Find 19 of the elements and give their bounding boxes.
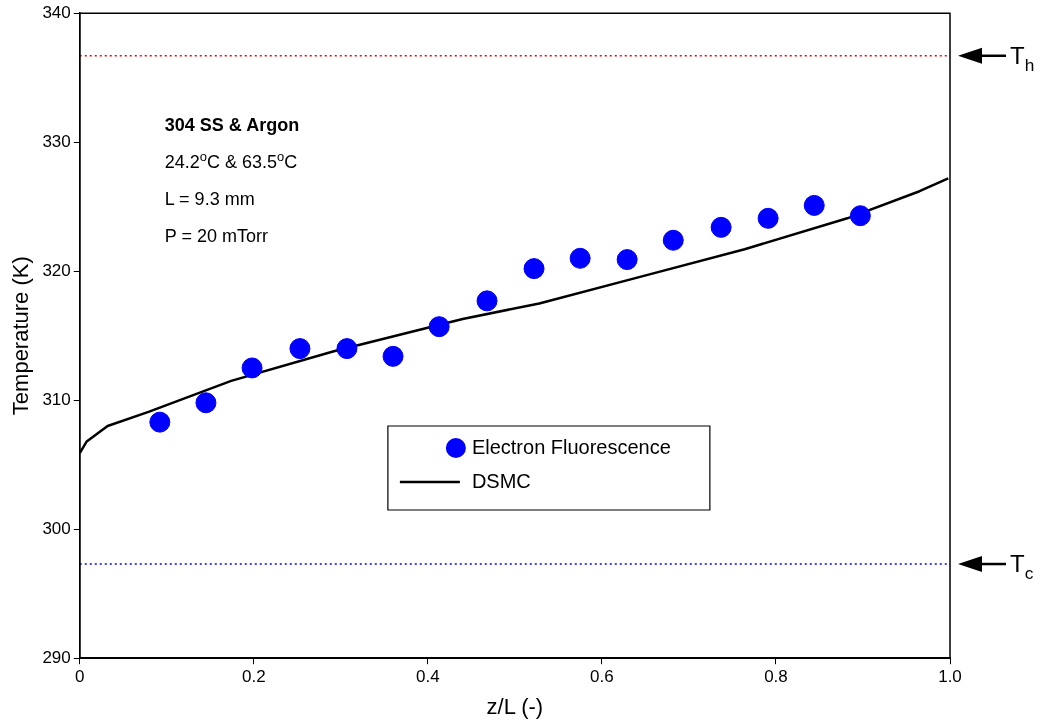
y-tick-label: 340 bbox=[42, 2, 71, 22]
x-tick-label: 1.0 bbox=[938, 667, 962, 687]
x-tick-label: 0.4 bbox=[416, 667, 440, 687]
y-tick-label: 320 bbox=[42, 260, 71, 280]
x-tick-label: 0.2 bbox=[241, 667, 266, 687]
y-tick-label: 330 bbox=[42, 131, 71, 151]
y-axis-title: Temperature (K) bbox=[8, 256, 34, 416]
y-tick-label: 310 bbox=[42, 389, 71, 409]
annotation: L = 9.3 mm bbox=[164, 189, 255, 210]
y-tick-label: 300 bbox=[42, 518, 71, 538]
x-tick-label: 0.8 bbox=[764, 667, 788, 687]
legend-label: DSMC bbox=[471, 469, 531, 492]
legend-label: Electron Fluorescence bbox=[471, 435, 671, 458]
annotation: P = 20 mTorr bbox=[164, 226, 268, 247]
y-tick-label: 290 bbox=[42, 647, 71, 667]
annotation: 304 SS & Argon bbox=[164, 115, 300, 136]
x-tick-label: 0.6 bbox=[590, 667, 614, 687]
x-axis-title: z/L (-) bbox=[486, 693, 544, 719]
x-tick-label: 0 bbox=[75, 667, 85, 687]
